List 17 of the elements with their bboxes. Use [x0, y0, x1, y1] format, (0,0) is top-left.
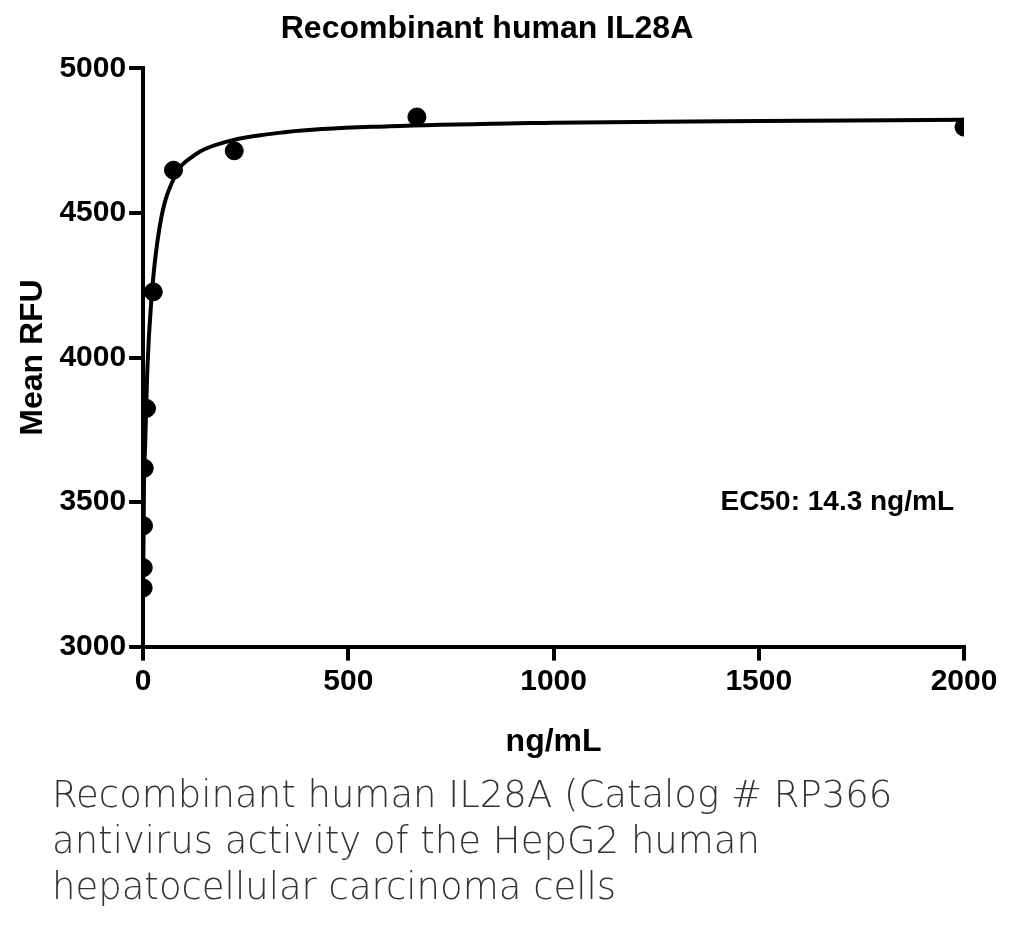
x-tick-label: 0	[134, 662, 152, 696]
text: Recombinant human IL28A (Catalog # RP366	[52, 772, 893, 818]
x-tick-label: 2000	[930, 662, 998, 696]
annotation: EC50: 14.3 ng/mL	[720, 484, 954, 516]
x-tick-label: 1500	[725, 662, 793, 696]
text: hepatocellular carcinoma cells	[52, 864, 618, 910]
text: antivirus activity of the HepG2 human	[52, 818, 761, 864]
y-tick-label: 3500	[59, 483, 127, 517]
y-tick-label: 3000	[59, 627, 127, 661]
y-tick-label: 5000	[59, 49, 127, 83]
x-axis-title: ng/mL	[505, 721, 602, 758]
x-tick-label: 500	[323, 662, 374, 696]
chart-title: Recombinant human IL28A	[280, 9, 694, 46]
y-tick-label: 4500	[59, 194, 127, 228]
y-axis-title: Mean RFU	[13, 279, 50, 436]
x-tick-label: 1000	[520, 662, 587, 696]
y-tick-label: 4000	[59, 338, 127, 372]
